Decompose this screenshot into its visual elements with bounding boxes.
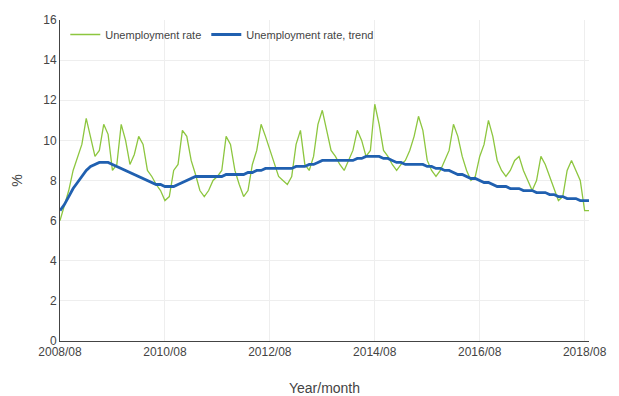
svg-text:%: % [9,174,25,186]
svg-text:12: 12 [43,93,57,107]
svg-text:16: 16 [43,13,57,27]
svg-text:4: 4 [50,254,57,268]
svg-text:14: 14 [43,53,57,67]
svg-text:2014/08: 2014/08 [353,345,397,359]
svg-text:Year/month: Year/month [289,380,360,396]
svg-text:0: 0 [50,334,57,348]
svg-text:2018/08: 2018/08 [563,345,607,359]
svg-text:Unemployment rate, trend: Unemployment rate, trend [246,29,373,41]
svg-text:2012/08: 2012/08 [248,345,292,359]
svg-text:2010/08: 2010/08 [143,345,187,359]
svg-text:10: 10 [43,134,57,148]
svg-text:2016/08: 2016/08 [458,345,502,359]
svg-text:2008/08: 2008/08 [38,345,82,359]
svg-text:2: 2 [50,294,57,308]
svg-text:6: 6 [50,214,57,228]
svg-text:Unemployment rate: Unemployment rate [105,29,201,41]
svg-text:8: 8 [50,174,57,188]
